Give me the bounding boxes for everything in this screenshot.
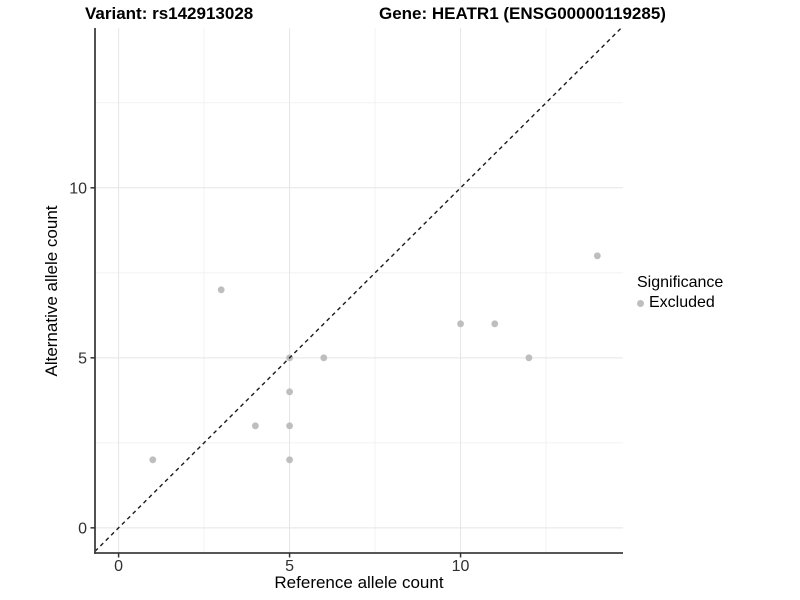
y-axis-title: Alternative allele count: [42, 205, 61, 377]
y-tick-label: 0: [78, 520, 87, 537]
legend-entry-excluded: Excluded: [637, 294, 723, 312]
legend: Significance Excluded: [637, 273, 723, 312]
y-tick-label: 5: [78, 350, 87, 367]
identity-line: [94, 27, 622, 552]
data-point: [149, 456, 157, 464]
variant-title: Variant: rs142913028: [85, 4, 254, 23]
gene-title: Gene: HEATR1 (ENSG00000119285): [379, 4, 666, 23]
data-point: [457, 320, 464, 328]
x-axis-title: Reference allele count: [274, 573, 444, 592]
data-point: [251, 422, 259, 430]
data-point: [286, 422, 293, 430]
data-point: [286, 456, 293, 464]
x-tick-label: 5: [285, 558, 294, 575]
legend-title: Significance: [637, 274, 724, 291]
excluded-point-icon: [637, 299, 644, 307]
data-point: [491, 320, 499, 328]
legend-entry-label: Excluded: [649, 294, 715, 311]
x-tick-label: 10: [452, 558, 470, 575]
data-point: [593, 252, 601, 260]
y-tick-label: 10: [69, 180, 87, 197]
data-point: [525, 354, 533, 362]
data-point: [320, 354, 328, 362]
x-tick-label: 0: [114, 558, 123, 575]
data-point: [286, 388, 293, 396]
data-point: [217, 286, 225, 294]
